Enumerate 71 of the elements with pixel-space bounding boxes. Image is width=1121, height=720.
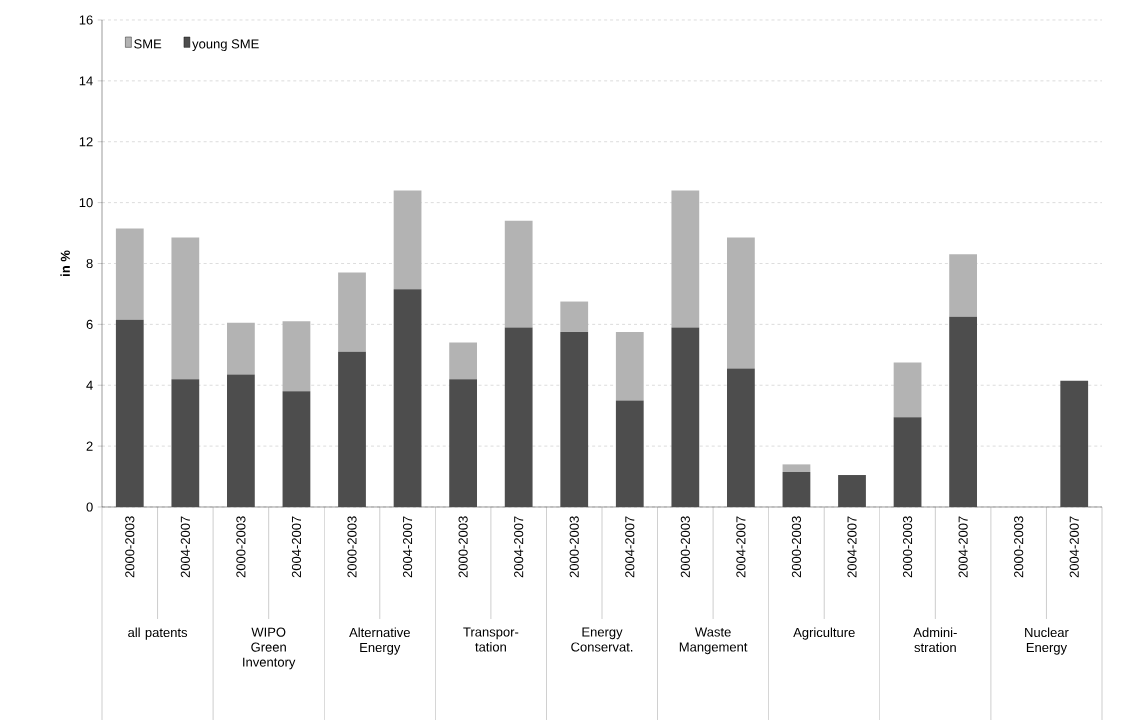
x-tick-label: 2004-2007	[180, 516, 190, 578]
bar	[338, 351, 366, 507]
text: Transpor-tation	[463, 627, 519, 652]
bar	[893, 417, 922, 507]
legend-label: young SME	[192, 39, 259, 51]
bar	[449, 342, 478, 380]
text: all patents	[128, 627, 188, 640]
y-tick-label: 16	[79, 15, 93, 25]
text: Agriculture	[793, 627, 855, 640]
text: Waste Mangement	[679, 627, 748, 655]
bar	[393, 289, 422, 507]
bar	[949, 254, 978, 317]
bar	[504, 220, 533, 328]
x-tick-label: 2004-2007	[958, 516, 968, 578]
x-tick-label: 2004-2007	[736, 516, 746, 578]
text: Admini-stration	[913, 627, 957, 652]
bar	[338, 272, 366, 352]
x-tick-label: 2000-2003	[125, 516, 135, 578]
bar	[393, 190, 422, 290]
x-tick-label: 2004-2007	[625, 516, 635, 578]
x-tick-label: 2000-2003	[236, 516, 246, 578]
y-axis-title: in %	[60, 250, 70, 276]
x-tick-label: 2000-2003	[1014, 516, 1024, 578]
y-tick-label: 10	[79, 197, 93, 208]
x-tick-label: 2004-2007	[402, 516, 413, 578]
bar	[560, 301, 589, 332]
y-tick-label: 4	[86, 380, 93, 390]
bar	[171, 379, 200, 507]
bar	[171, 237, 200, 380]
bar	[227, 322, 255, 375]
y-tick-label: 14	[79, 76, 93, 86]
bar	[449, 379, 478, 507]
bar	[115, 228, 144, 320]
bar	[282, 391, 311, 507]
bar	[727, 237, 755, 369]
y-tick-label: 6	[86, 319, 93, 329]
text: Energy Conservat.	[571, 627, 633, 652]
text: Nuclear Energy	[1025, 627, 1069, 655]
x-tick-label: 2004-2007	[1069, 516, 1079, 578]
bar	[838, 474, 866, 507]
x-tick-label: 2004-2007	[514, 516, 524, 578]
x-tick-label: 2004-2007	[291, 516, 302, 578]
x-tick-label: 2000-2003	[791, 516, 802, 578]
x-tick-label: 2000-2003	[569, 516, 579, 578]
y-tick-label: 12	[79, 137, 93, 147]
bar	[949, 316, 978, 507]
bar	[227, 374, 255, 507]
bar	[782, 464, 811, 472]
bar	[282, 321, 311, 392]
bar	[1060, 380, 1089, 507]
bar	[893, 362, 922, 418]
x-tick-label: 2000-2003	[347, 516, 357, 578]
x-tick-label: 2000-2003	[680, 516, 690, 578]
bar	[671, 327, 700, 507]
x-tick-label: 2000-2003	[458, 516, 468, 578]
text: Alternative Energy	[349, 627, 410, 655]
y-tick-label: 0	[86, 502, 93, 512]
bar	[615, 400, 644, 507]
bar	[615, 331, 644, 401]
bar	[782, 471, 811, 507]
bar	[560, 331, 589, 507]
y-tick-label: 8	[86, 258, 93, 268]
x-tick-label: 2004-2007	[847, 516, 857, 578]
bar	[115, 319, 144, 507]
bar	[727, 368, 755, 507]
bar	[504, 327, 533, 507]
y-tick-label: 2	[86, 441, 93, 451]
text: WIPO Green Inventory	[243, 627, 296, 670]
legend-label: SME	[134, 39, 162, 49]
bar	[671, 190, 700, 328]
x-tick-label: 2000-2003	[902, 516, 913, 578]
